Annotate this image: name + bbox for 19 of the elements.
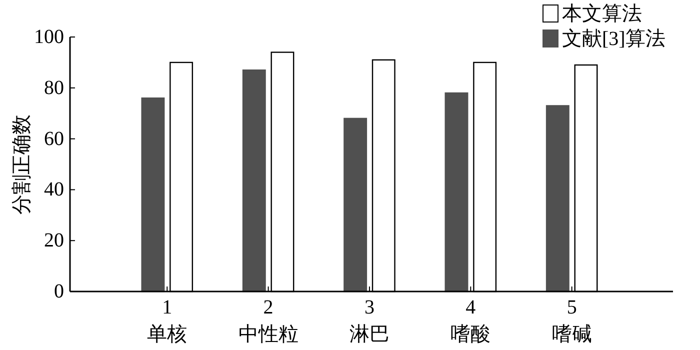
- legend-label: 文献[3]算法: [562, 28, 666, 50]
- x-tick-label: 1 单核: [147, 296, 188, 346]
- bar: [444, 92, 468, 292]
- bar: [546, 105, 570, 292]
- legend-label: 本文算法: [562, 3, 642, 25]
- bar: [242, 69, 266, 292]
- bar: [344, 118, 368, 292]
- y-tick-label: 80: [44, 76, 64, 99]
- x-tick-label: 2 中性粒: [238, 296, 298, 346]
- y-tick-label: 60: [44, 128, 64, 150]
- y-tick-label: 40: [44, 178, 64, 201]
- x-tick-label: 3 淋巴: [349, 296, 390, 346]
- x-tick-label: 5 嗜碱: [552, 296, 592, 346]
- bar: [141, 97, 165, 292]
- y-tick-label: 100: [34, 26, 64, 48]
- y-axis-title: 分割正确数: [11, 114, 33, 214]
- y-tick-label: 20: [44, 230, 64, 252]
- y-tick-label: 0: [54, 280, 64, 302]
- x-tick-label: 4 嗜酸: [450, 296, 491, 346]
